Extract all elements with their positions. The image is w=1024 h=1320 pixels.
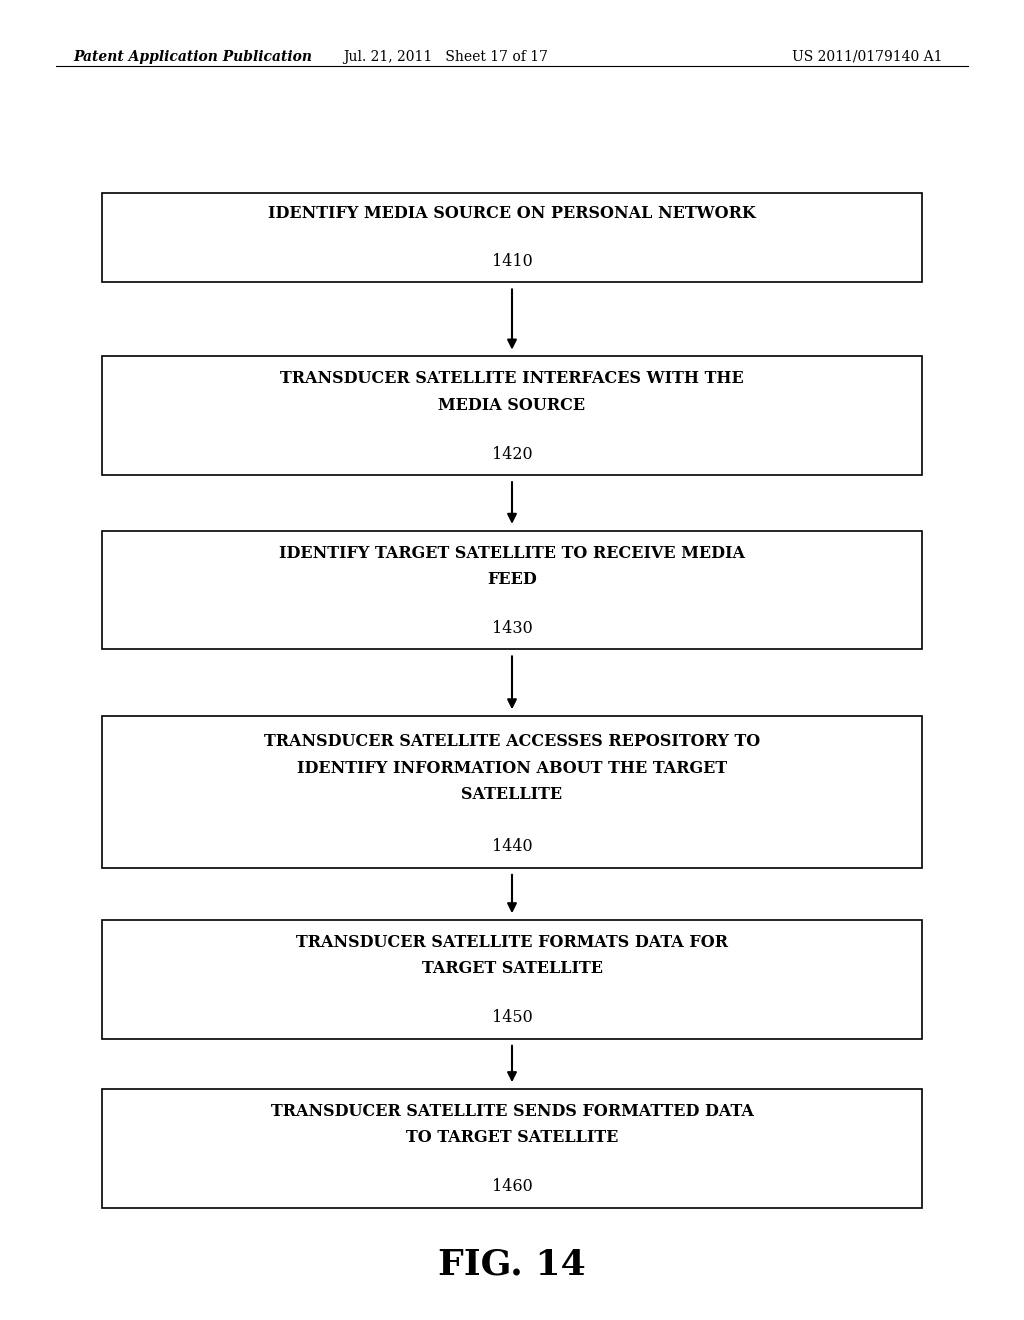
Bar [102,531,922,649]
Bar [102,715,922,869]
Bar [102,1089,922,1208]
Text: TARGET SATELLITE: TARGET SATELLITE [422,961,602,977]
Text: 1450: 1450 [492,1010,532,1026]
Bar [102,920,922,1039]
Text: 1430: 1430 [492,620,532,636]
Text: SATELLITE: SATELLITE [462,787,562,803]
Text: IDENTIFY TARGET SATELLITE TO RECEIVE MEDIA: IDENTIFY TARGET SATELLITE TO RECEIVE MED… [279,545,745,561]
Text: Patent Application Publication: Patent Application Publication [74,50,312,63]
Text: FEED: FEED [487,572,537,587]
Text: TRANSDUCER SATELLITE ACCESSES REPOSITORY TO: TRANSDUCER SATELLITE ACCESSES REPOSITORY… [264,734,760,750]
Text: US 2011/0179140 A1: US 2011/0179140 A1 [792,50,942,63]
Text: TRANSDUCER SATELLITE SENDS FORMATTED DATA: TRANSDUCER SATELLITE SENDS FORMATTED DAT… [270,1104,754,1119]
Text: TO TARGET SATELLITE: TO TARGET SATELLITE [406,1130,618,1146]
Text: 1410: 1410 [492,253,532,269]
Bar [102,193,922,282]
Text: TRANSDUCER SATELLITE INTERFACES WITH THE: TRANSDUCER SATELLITE INTERFACES WITH THE [281,371,743,387]
Text: IDENTIFY MEDIA SOURCE ON PERSONAL NETWORK: IDENTIFY MEDIA SOURCE ON PERSONAL NETWOR… [268,206,756,222]
Text: TRANSDUCER SATELLITE FORMATS DATA FOR: TRANSDUCER SATELLITE FORMATS DATA FOR [296,935,728,950]
Text: FIG. 14: FIG. 14 [438,1247,586,1282]
Bar [102,356,922,475]
Text: IDENTIFY INFORMATION ABOUT THE TARGET: IDENTIFY INFORMATION ABOUT THE TARGET [297,760,727,776]
Text: Jul. 21, 2011   Sheet 17 of 17: Jul. 21, 2011 Sheet 17 of 17 [343,50,548,63]
Text: 1460: 1460 [492,1179,532,1195]
Text: 1420: 1420 [492,446,532,462]
Text: 1440: 1440 [492,838,532,855]
Text: MEDIA SOURCE: MEDIA SOURCE [438,397,586,413]
